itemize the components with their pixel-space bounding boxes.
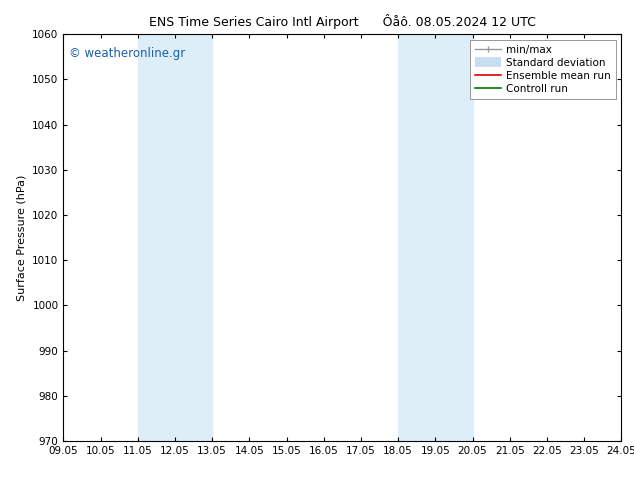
Title: ENS Time Series Cairo Intl Airport      Ôåô. 08.05.2024 12 UTC: ENS Time Series Cairo Intl Airport Ôåô. … [149, 14, 536, 29]
Y-axis label: Surface Pressure (hPa): Surface Pressure (hPa) [16, 174, 27, 301]
Bar [138, 34, 212, 441]
Text: © weatheronline.gr: © weatheronline.gr [69, 47, 185, 59]
Bar [398, 34, 472, 441]
Legend: min/max, Standard deviation, Ensemble mean run, Controll run: min/max, Standard deviation, Ensemble me… [470, 40, 616, 99]
